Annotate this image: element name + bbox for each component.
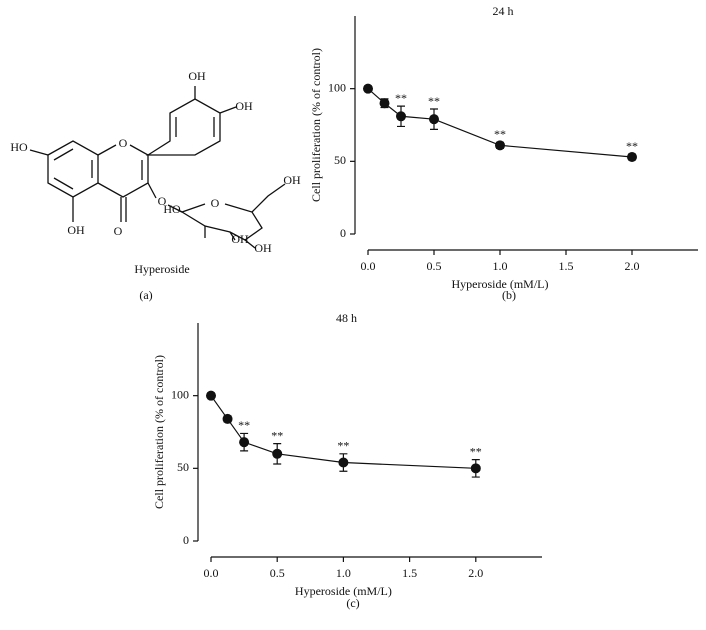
x-tick-label: 0.0 — [361, 259, 376, 273]
atom-label: O — [211, 196, 220, 210]
atom-label: OH — [231, 232, 249, 246]
significance-label: ** — [337, 439, 349, 453]
significance-label: ** — [494, 127, 506, 141]
data-point — [338, 457, 349, 468]
atom-label: HO — [10, 140, 28, 154]
atom-label: OH — [235, 99, 253, 113]
data-point — [239, 437, 250, 448]
x-tick-label: 2.0 — [468, 566, 483, 580]
atom-label: HO — [163, 202, 181, 216]
data-point — [495, 140, 505, 151]
x-tick-label: 1.5 — [402, 566, 417, 580]
significance-label: ** — [626, 139, 638, 153]
panel-label: (a) — [139, 288, 152, 302]
x-tick-label: 0.5 — [270, 566, 285, 580]
x-tick-label: 0.5 — [427, 259, 442, 273]
significance-label: ** — [470, 444, 482, 458]
x-axis-label: Hyperoside (mM/L) — [295, 584, 392, 598]
y-axis-label: Cell proliferation (% of control) — [152, 355, 166, 509]
atom-label: O — [119, 136, 128, 150]
data-point — [396, 111, 406, 122]
atom-label: O — [158, 194, 167, 208]
data-point — [627, 151, 637, 162]
atom-label: OH — [283, 173, 301, 187]
y-tick-label: 100 — [171, 387, 189, 401]
chart-title: 48 h — [336, 311, 357, 325]
x-axis-label: Hyperoside (mM/L) — [452, 277, 549, 291]
structure-drawing — [29, 86, 286, 249]
panel-label: (b) — [502, 288, 516, 302]
atom-label: OH — [67, 223, 85, 237]
significance-label: ** — [271, 428, 283, 442]
x-tick-label: 1.0 — [336, 566, 351, 580]
data-point — [206, 390, 216, 401]
atom-label: OH — [254, 241, 272, 255]
significance-label: ** — [428, 94, 440, 108]
data-point — [222, 413, 233, 424]
y-tick-label: 0 — [340, 226, 346, 240]
data-point — [272, 448, 283, 459]
atom-label: OH — [188, 69, 206, 83]
y-tick-label: 50 — [334, 153, 346, 167]
y-tick-label: 50 — [177, 460, 189, 474]
data-point — [379, 98, 390, 109]
x-tick-label: 1.5 — [559, 259, 574, 273]
x-tick-label: 1.0 — [493, 259, 508, 273]
panel-label: (c) — [346, 596, 359, 610]
significance-label: ** — [395, 91, 407, 105]
y-tick-label: 100 — [328, 80, 346, 94]
y-tick-label: 0 — [183, 533, 189, 547]
x-tick-label: 0.0 — [204, 566, 219, 580]
significance-label: ** — [238, 418, 250, 432]
y-axis-label: Cell proliferation (% of control) — [309, 48, 323, 202]
atom-label: O — [114, 224, 123, 238]
data-point — [429, 114, 439, 125]
chart-title: 24 h — [493, 4, 514, 18]
data-point — [363, 83, 373, 94]
x-tick-label: 2.0 — [625, 259, 640, 273]
compound-name: Hyperoside — [134, 262, 189, 276]
data-point — [470, 463, 481, 474]
